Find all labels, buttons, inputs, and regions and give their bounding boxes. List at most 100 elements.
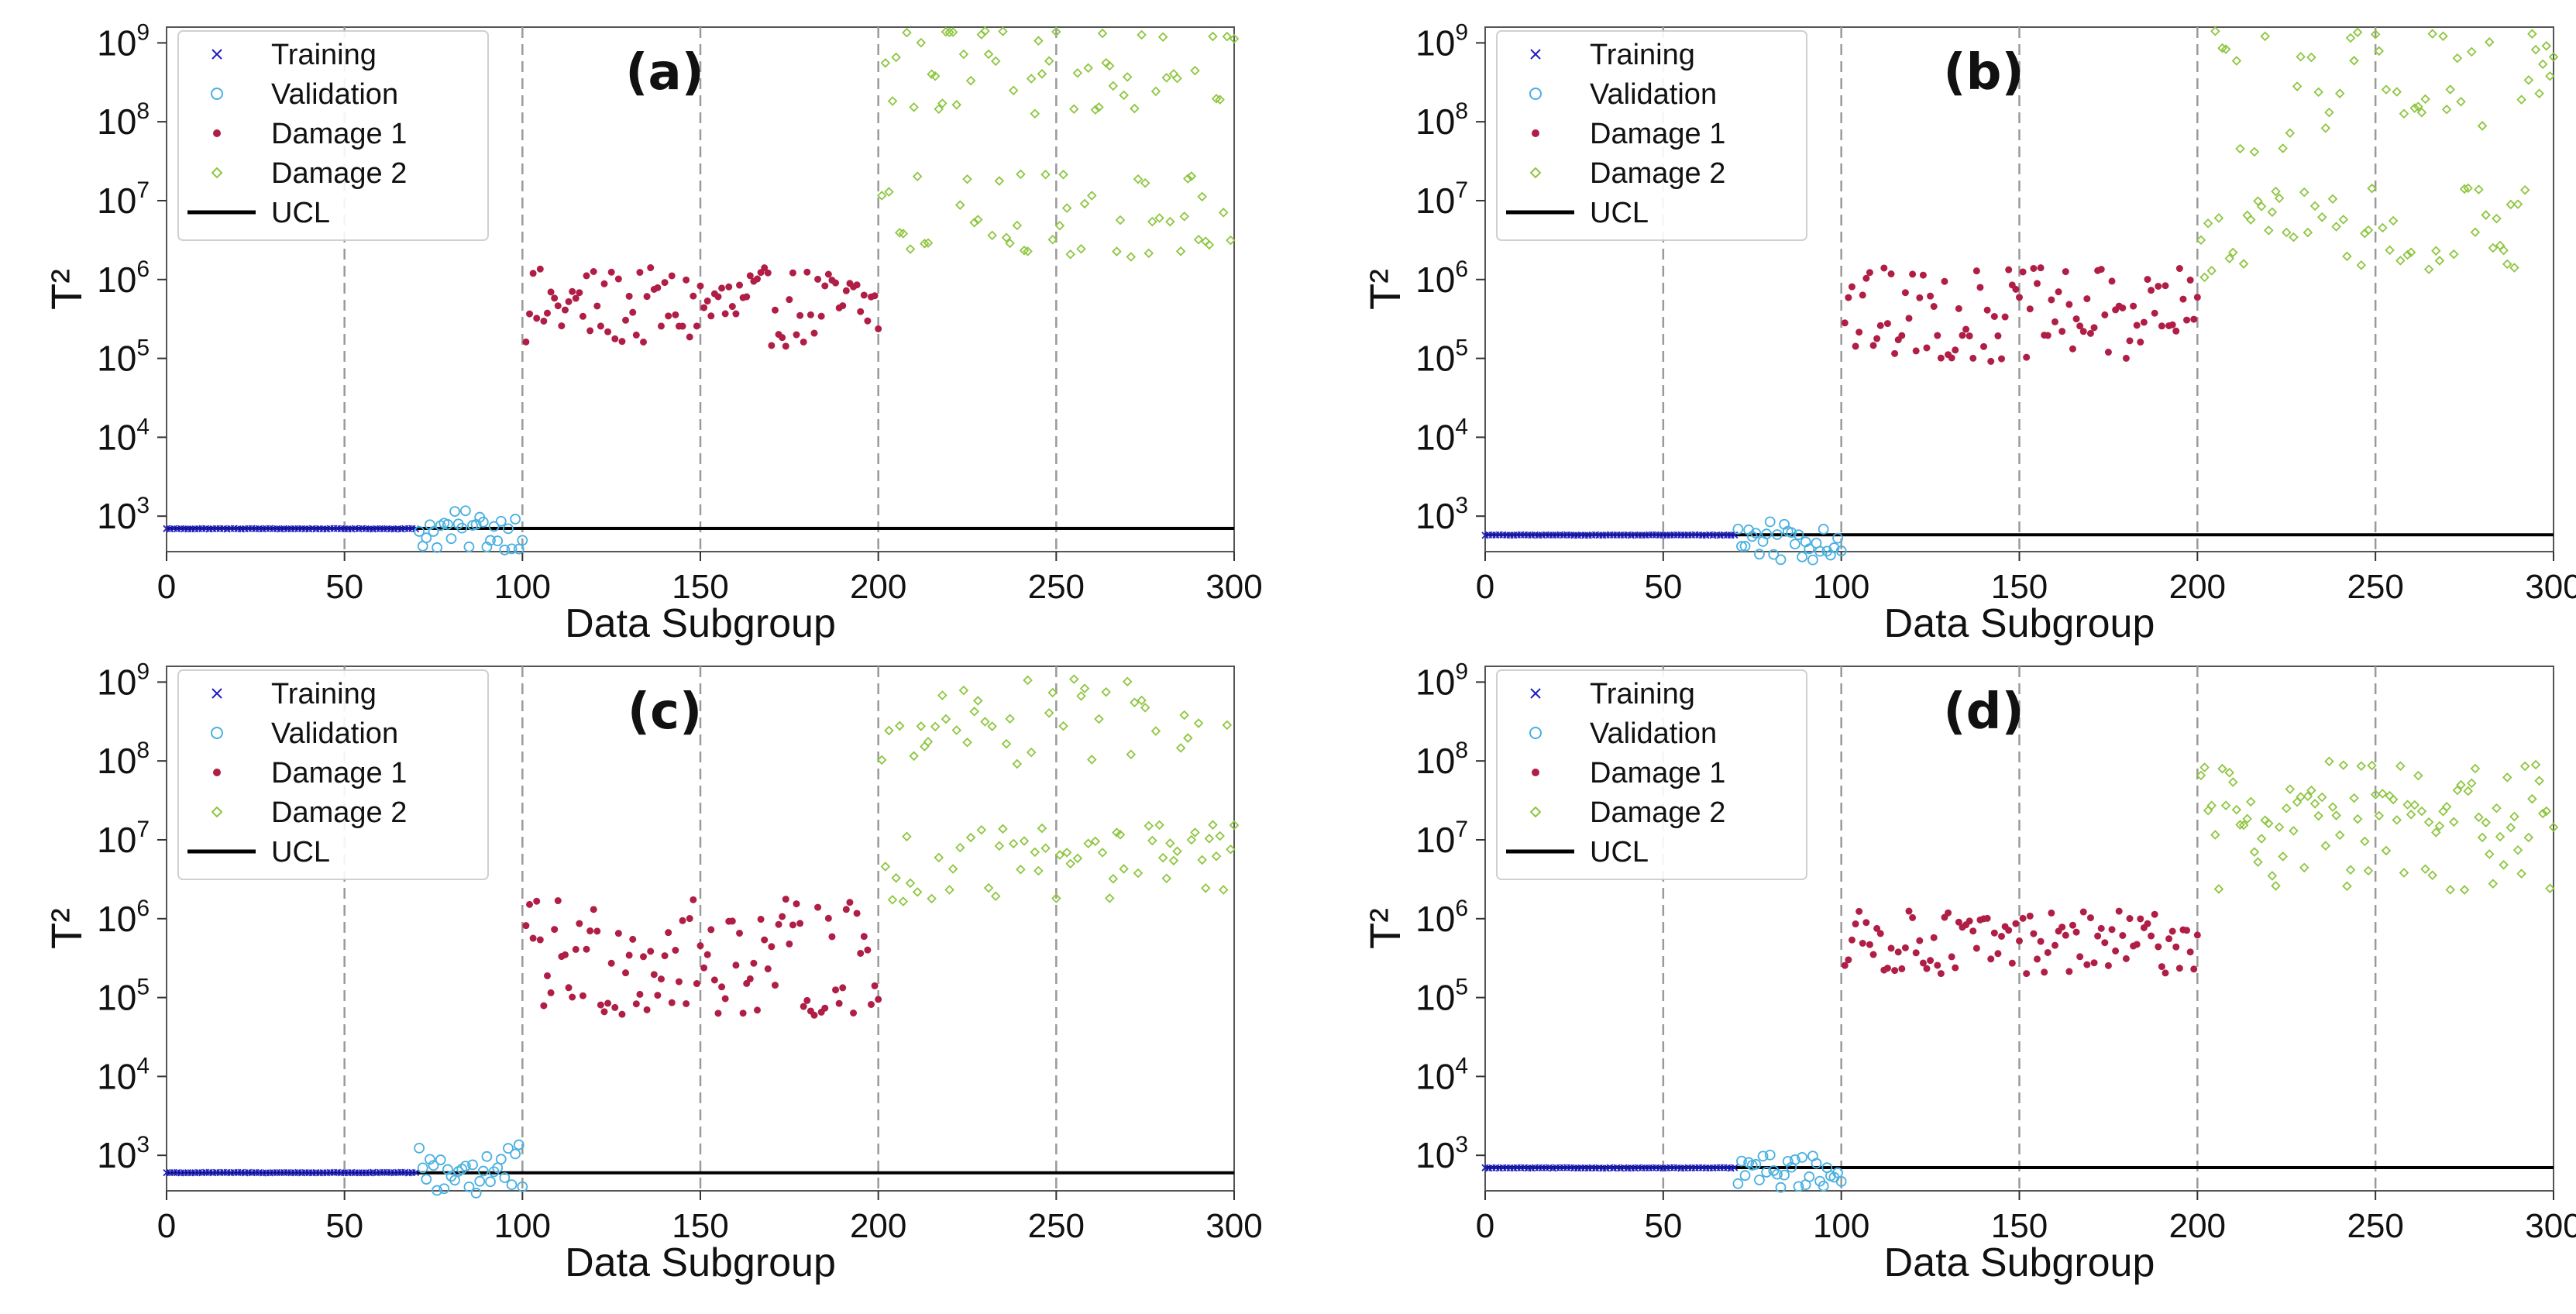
damage1-point	[1948, 354, 1955, 362]
damage1-point	[1883, 965, 1891, 972]
damage2-point	[2427, 870, 2437, 880]
damage2-point	[2274, 193, 2285, 204]
damage2-point	[1200, 883, 1211, 893]
damage1-point	[2101, 939, 2109, 947]
validation-point	[1775, 554, 1787, 566]
damage2-point	[990, 56, 1001, 67]
y-tick-label: 106	[97, 896, 150, 939]
validation-point	[485, 1176, 496, 1188]
damage2-point	[2488, 243, 2499, 253]
damage1-point	[807, 311, 814, 318]
damage1-point	[761, 936, 769, 944]
damage1-point	[1855, 328, 1863, 336]
damage1-point	[2069, 345, 2076, 353]
damage1-point	[1983, 914, 1991, 922]
damage1-point	[1966, 332, 1973, 340]
damage2-point	[2306, 785, 2316, 796]
damage2-point	[891, 872, 901, 883]
validation-point	[510, 1148, 521, 1160]
legend-box	[177, 30, 489, 241]
damage2-point	[2210, 830, 2220, 840]
validation-point	[1746, 531, 1758, 542]
legend: Training Validation Damage 1 Damage 2 UCL	[177, 30, 489, 241]
damage2-point	[2231, 804, 2242, 815]
damage1-point	[522, 338, 530, 346]
damage1-point	[2183, 316, 2191, 324]
damage2-point	[2260, 31, 2270, 42]
damage1-point	[1916, 294, 1924, 301]
damage2-point	[948, 27, 958, 37]
y-tick-label: 108	[1415, 98, 1468, 142]
damage2-point	[1001, 738, 1012, 749]
damage1-point	[842, 287, 850, 294]
damage2-point	[1165, 838, 1175, 848]
validation-point	[1832, 532, 1843, 544]
damage1-point	[2069, 921, 2076, 929]
damage1-point	[1927, 957, 1935, 965]
damage1-point	[533, 897, 541, 905]
damage2-point	[2231, 56, 2242, 66]
damage2-point	[1218, 885, 1229, 895]
x-tick-label: 300	[2525, 1207, 2576, 1245]
damage2-point	[1051, 26, 1061, 37]
damage1-point	[600, 1008, 608, 1016]
validation-point	[477, 516, 489, 528]
damage1-point	[842, 906, 850, 913]
damage2-point	[912, 887, 923, 897]
damage1-point	[703, 951, 711, 958]
validation-point	[1779, 1169, 1790, 1181]
y-tick-label: 107	[1415, 177, 1468, 221]
damage2-point	[1005, 714, 1015, 724]
x-tick-label: 100	[1813, 1207, 1869, 1245]
damage2-point	[1215, 95, 1225, 105]
validation-point	[1772, 529, 1783, 540]
damage2-point	[2505, 199, 2516, 210]
damage1-point	[1841, 961, 1849, 969]
damage1-point	[2119, 931, 2127, 939]
damage2-point	[2427, 29, 2437, 39]
legend-label: Validation	[1590, 717, 1717, 750]
validation-point	[1814, 545, 1825, 557]
x-tick-label: 250	[2347, 568, 2403, 606]
damage1-point	[583, 945, 590, 953]
damage1-point	[1969, 927, 1977, 935]
damage2-point	[962, 174, 972, 184]
x-tick-label: 250	[1028, 1207, 1085, 1245]
damage1-point	[761, 264, 769, 272]
damage1-point	[757, 916, 765, 924]
damage1-point	[743, 979, 751, 987]
damage2-point	[1147, 216, 1157, 227]
damage2-point	[2316, 792, 2327, 803]
damage1-point	[1859, 291, 1866, 299]
damage2-point	[2530, 44, 2541, 55]
damage2-point	[1058, 169, 1068, 180]
damage1-point	[2162, 969, 2169, 977]
damage2-point	[973, 696, 983, 706]
damage1-point	[1994, 332, 2002, 340]
damage2-point	[2203, 218, 2213, 229]
legend-label: Damage 1	[271, 757, 407, 789]
damage1-point	[636, 990, 644, 998]
damage2-point	[2423, 817, 2434, 827]
damage2-point	[880, 58, 891, 68]
damage1-point	[2158, 963, 2165, 971]
damage2-point	[909, 751, 919, 762]
damage2-point	[2271, 186, 2281, 197]
damage1-point	[661, 952, 669, 960]
validation-point	[495, 515, 507, 527]
damage2-point	[973, 215, 983, 225]
damage1-point	[665, 929, 672, 937]
damage1-point	[721, 995, 729, 1003]
x-tick-label: 300	[1205, 1207, 1262, 1245]
damage2-point	[2484, 849, 2495, 859]
damage2-point	[2449, 817, 2459, 827]
damage1-point	[1841, 319, 1849, 327]
damage1-point	[643, 1006, 651, 1013]
damage1-point	[871, 982, 879, 989]
damage2-point	[2434, 256, 2445, 266]
x-tick-label: 50	[1644, 1207, 1682, 1245]
damage2-point	[1133, 174, 1144, 184]
damage1-point	[565, 984, 573, 992]
legend-label: Validation	[271, 78, 398, 111]
validation-point	[1797, 1151, 1808, 1163]
